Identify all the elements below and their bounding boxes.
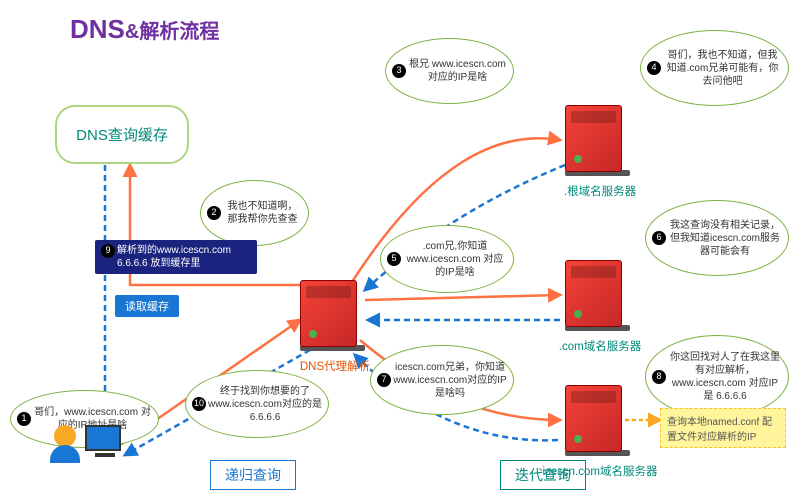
step-10: 10终于找到你想要的了 www.icescn.com对应的是6.6.6.6: [185, 370, 329, 438]
server-label-com: .com域名服务器: [535, 338, 665, 354]
iterative-query-chip: 迭代查询: [500, 460, 586, 490]
step-8: 8你这回找对人了在我这里有对应解析，www.icescn.com 对应IP是 6…: [645, 335, 789, 418]
server-root: [565, 105, 630, 180]
step-2: 2我也不知道啊，那我帮你先查查: [200, 180, 309, 246]
step-7: 7icescn.com兄弟，你知道www.icescn.com对应的IP是啥吗: [370, 345, 514, 415]
server-proxy: [300, 280, 365, 355]
user-icon: [50, 425, 80, 463]
step-6: 6我这查询没有相关记录，但我知道icescn.com服务器可能会有: [645, 200, 789, 276]
recursive-query-chip: 递归查询: [210, 460, 296, 490]
step-4: 4哥们，我也不知道，但我知道.com兄弟可能有，你去问他吧: [640, 30, 789, 106]
step-9: 9解析到的www.icescn.com 6.6.6.6 放到缓存里: [95, 240, 257, 274]
server-label-root: .根域名服务器: [535, 183, 665, 199]
computer-icon: [85, 425, 125, 460]
named-conf-note: 查询本地named.conf 配置文件对应解析的IP: [660, 408, 786, 448]
server-icescn: [565, 385, 630, 460]
read-cache-label: 读取缓存: [115, 295, 179, 317]
server-com: [565, 260, 630, 335]
step-3: 3根兄 www.icescn.com对应的IP是啥: [385, 38, 514, 104]
dns-cache-cloud: DNS查询缓存: [55, 105, 189, 164]
step-5: 5.com兄,你知道 www.icescn.com 对应的IP是啥: [380, 225, 514, 293]
diagram-title: DNS&解析流程: [70, 14, 219, 45]
